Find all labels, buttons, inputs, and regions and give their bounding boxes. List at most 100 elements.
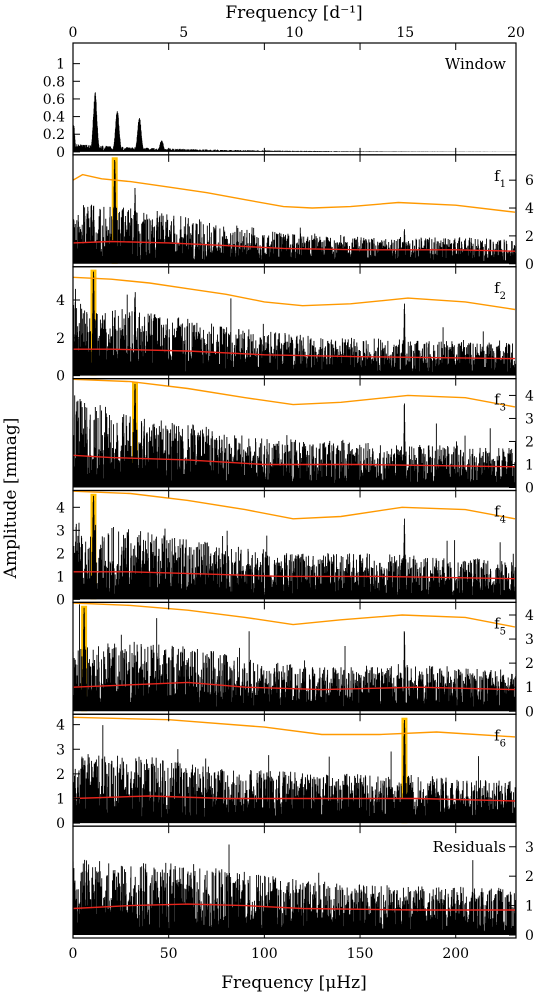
- mean-noise-line: [73, 681, 516, 691]
- panel-plot-area: [73, 378, 516, 488]
- panel-1: 0 2 4 6 f1: [72, 154, 534, 273]
- x-tick-label: 0: [69, 946, 78, 962]
- x-tick-label: 100: [251, 946, 278, 962]
- spectrum-series: [73, 495, 516, 600]
- y-tick-label: 2: [525, 434, 534, 450]
- y-tick-label: 2: [525, 869, 534, 885]
- x-tick-label: 150: [347, 946, 374, 962]
- threshold-line: [73, 490, 516, 520]
- x2-tick-label: 10: [286, 25, 304, 41]
- y-tick-label: 0: [525, 704, 534, 720]
- mean-noise-line: [73, 795, 516, 802]
- y-tick-label: 0.2: [43, 127, 65, 143]
- panel-2: 0 2 4 f2: [56, 266, 517, 385]
- threshold-line: [73, 602, 516, 628]
- panel-frame: [72, 825, 517, 939]
- x-tick-label: 200: [442, 946, 469, 962]
- spectrum-series: [73, 92, 516, 152]
- panel-label-main: f: [494, 279, 501, 297]
- threshold-line: [73, 173, 516, 213]
- y-tick-label: 0: [56, 145, 65, 161]
- y-tick-label: 3: [525, 840, 534, 856]
- y-tick-label: 0.6: [43, 92, 65, 108]
- panel-plot-area: [73, 844, 516, 935]
- y-tick-label: 2: [525, 656, 534, 672]
- x2-tick-label: 20: [507, 25, 525, 41]
- panel-label-subscript: 6: [500, 738, 506, 749]
- y-tick-label: 0: [525, 928, 534, 944]
- panel-7: 0 1 2 3 Residuals: [72, 825, 534, 944]
- x2-tick-label: 15: [396, 25, 414, 41]
- mean-noise-line: [73, 240, 516, 252]
- x-axis-label: Frequency [μHz]: [221, 973, 366, 992]
- panel-label-main: f: [494, 726, 501, 744]
- y-tick-label: 0: [56, 369, 65, 385]
- y-tick-label: 6: [525, 173, 534, 189]
- mean-noise-line: [73, 903, 515, 911]
- y-tick-label: 2: [56, 767, 65, 783]
- y-tick-label: 0: [56, 592, 65, 608]
- y-tick-label: 3: [56, 523, 65, 539]
- panel-plot-area: [73, 602, 516, 712]
- panel-label: f1: [494, 167, 506, 190]
- y-tick-label: 4: [56, 293, 65, 309]
- panel-label-subscript: 2: [500, 290, 506, 301]
- y-tick-label: 1: [56, 569, 65, 585]
- y-tick-label: 1: [56, 57, 65, 73]
- panel-label-subscript: 1: [500, 178, 506, 189]
- y-tick-label: 3: [525, 411, 534, 427]
- y-tick-label: 0: [56, 816, 65, 832]
- panel-label-subscript: 5: [500, 626, 506, 637]
- mean-noise-line: [73, 571, 516, 580]
- panel-plot-area: [73, 157, 516, 264]
- y-tick-label: 4: [525, 388, 534, 404]
- y-tick-label: 4: [525, 608, 534, 624]
- spectrum-series: [73, 844, 516, 935]
- threshold-line: [73, 378, 516, 408]
- y-tick-label: 3: [56, 742, 65, 758]
- y-tick-label: 4: [525, 201, 534, 217]
- panel-label: f6: [494, 726, 506, 749]
- panel-0: 0 0.20.4 0.6 0.81 Window: [43, 42, 517, 161]
- panels: 00.20.40.60.81 Window0246f1024f201234f301…: [43, 42, 534, 944]
- panel-label-main: f: [494, 614, 501, 632]
- panel-label: Residuals: [433, 838, 506, 856]
- x2-tick-label: 5: [179, 25, 188, 41]
- y-tick-label: 0: [525, 481, 534, 497]
- panel-plot-area: [73, 490, 516, 600]
- y-tick-label: 0.8: [43, 74, 65, 90]
- panel-label: f4: [494, 503, 506, 526]
- panel-label-main: f: [494, 391, 501, 409]
- mean-noise-line: [73, 454, 516, 468]
- panel-6: 0 1 2 3 4 f6: [56, 713, 517, 832]
- top-axis-label: Frequency [d⁻¹]: [225, 3, 362, 23]
- y-tick-label: 4: [56, 718, 65, 734]
- panel-label: f2: [494, 279, 506, 302]
- y-tick-label: 1: [525, 899, 534, 915]
- y-tick-label: 1: [56, 792, 65, 808]
- top-axis-title: Frequency [d⁻¹]: [225, 3, 362, 23]
- threshold-line: [73, 716, 516, 738]
- spectrum-series: [73, 271, 516, 376]
- panel-5: 0 1 2 3 4 f5: [72, 601, 534, 720]
- panel-label: Window: [445, 55, 506, 73]
- y-tick-label: 4: [56, 500, 65, 516]
- panel-plot-area: [73, 716, 516, 824]
- panel-label-subscript: 4: [500, 514, 506, 525]
- y-tick-label: 0: [525, 257, 534, 273]
- panel-label: f5: [494, 614, 506, 637]
- threshold-line: [73, 276, 516, 311]
- y-tick-label: 0.4: [43, 110, 65, 126]
- x-tick-label: 50: [160, 946, 178, 962]
- mean-noise-line: [73, 348, 516, 360]
- y-tick-label: 1: [525, 680, 534, 696]
- y-axis-label: Amplitude [mmag]: [1, 418, 21, 580]
- y-tick-label: 3: [525, 632, 534, 648]
- spectrum-series: [73, 604, 516, 712]
- x2-tick-label: 0: [69, 25, 78, 41]
- panel-label-main: f: [494, 167, 501, 185]
- spectrum-series: [73, 383, 516, 488]
